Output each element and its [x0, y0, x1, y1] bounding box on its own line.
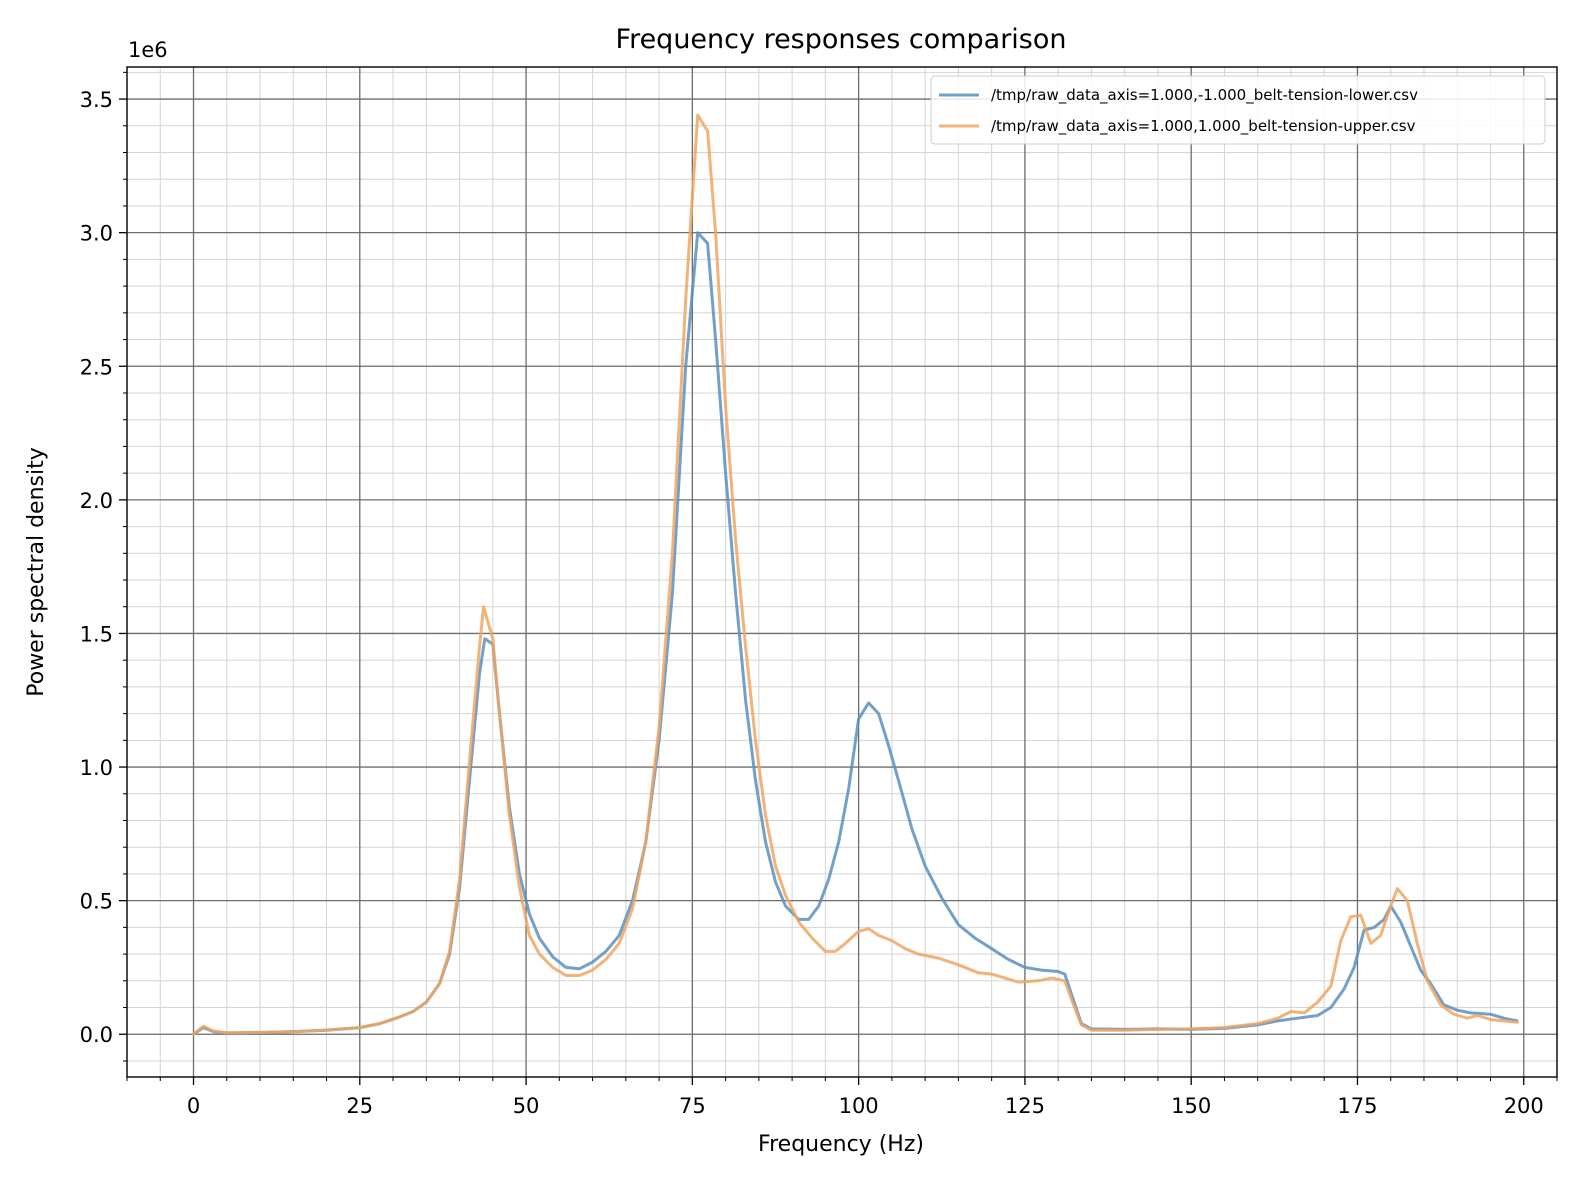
y-axis-title: Power spectral density	[24, 447, 49, 697]
plot-area: 0 25 50 75 100 125 150 175 200 0.0 0.5 1.0 1.5 2.0 2.5…	[80, 66, 1558, 1118]
y-tick-label: 2.0	[80, 489, 113, 513]
x-tick-label: 125	[1005, 1094, 1045, 1118]
series-line-2	[192, 113, 1519, 1036]
series-line-1	[192, 231, 1519, 1036]
legend-box	[930, 75, 1546, 145]
y-tick-label: 0.5	[80, 890, 113, 914]
x-tick-label: 100	[839, 1094, 879, 1118]
x-tick-label: 25	[346, 1094, 373, 1118]
chart-title: Frequency responses comparison	[616, 24, 1067, 55]
y-tick-label: 3.0	[80, 222, 113, 246]
axes-frame	[126, 66, 1558, 1078]
y-tick-label: 2.5	[80, 355, 113, 379]
legend-label-2: /tmp/raw_data_axis=1.000,1.000_belt-tens…	[991, 117, 1416, 136]
x-tick-label: 75	[679, 1094, 706, 1118]
x-tick-label: 50	[513, 1094, 540, 1118]
y-tick-label: 0.0	[80, 1023, 113, 1047]
y-tick-label: 1.5	[80, 622, 113, 646]
y-tick-label: 1.0	[80, 756, 113, 780]
x-tick-label: 200	[1504, 1094, 1544, 1118]
x-tick-label: 175	[1337, 1094, 1377, 1118]
y-tick-label: 3.5	[80, 88, 113, 112]
x-tick-label: 0	[187, 1094, 200, 1118]
y-axis-scale-label: 1e6	[128, 38, 168, 62]
x-axis-title: Frequency (Hz)	[758, 1132, 924, 1157]
x-tick-label: 150	[1171, 1094, 1211, 1118]
legend: /tmp/raw_data_axis=1.000,-1.000_belt-ten…	[930, 75, 1546, 145]
legend-label-1: /tmp/raw_data_axis=1.000,-1.000_belt-ten…	[991, 86, 1418, 105]
plot-background	[127, 67, 1557, 1077]
